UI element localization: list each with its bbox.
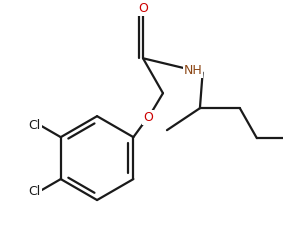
- Text: Cl: Cl: [29, 184, 41, 198]
- Text: O: O: [138, 2, 148, 15]
- Text: NH: NH: [184, 64, 202, 77]
- Text: Cl: Cl: [29, 119, 41, 132]
- Text: O: O: [143, 111, 153, 124]
